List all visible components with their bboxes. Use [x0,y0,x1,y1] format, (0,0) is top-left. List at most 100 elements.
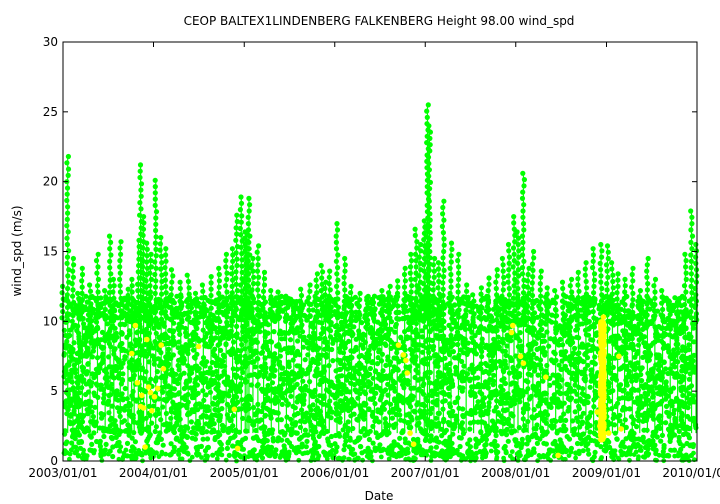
data-point-green [188,419,194,425]
data-point-green [122,348,128,354]
data-point-green [618,443,624,449]
data-point-green [120,397,126,403]
data-point-green [282,390,288,396]
data-point-green [662,387,668,393]
data-point-green [610,322,617,328]
data-point-green [120,371,126,377]
data-point-green [623,436,629,442]
data-point-green [663,396,669,402]
data-point-green [204,414,210,420]
data-point-green [177,349,183,355]
data-point-green [219,422,225,428]
data-point-green [499,360,505,366]
data-point-green [678,328,684,334]
data-point-green [83,399,89,405]
data-point-green [288,393,294,399]
data-point-green [160,442,166,448]
data-point-green [181,357,187,363]
data-point-green [472,323,478,329]
data-point-green [298,386,304,392]
data-point-green [323,354,330,360]
data-point-green [337,381,344,388]
data-point-green [441,325,447,331]
data-point-green [663,366,669,372]
data-point-green [344,355,350,361]
data-point-green [590,343,596,349]
data-point-green [212,435,218,441]
data-point-green [498,383,504,390]
data-point-green [365,431,371,437]
data-point-green [440,399,446,405]
data-point-green [357,366,363,372]
data-point-green [566,436,573,442]
data-point-green [482,379,489,385]
data-point-green [265,376,272,382]
data-point-green [383,362,389,368]
data-point-green [174,435,180,441]
data-point-green [451,426,457,432]
data-point-green [572,409,578,415]
data-point-green [563,417,569,423]
data-point-green [333,401,339,407]
data-point-green [468,390,474,396]
data-point-green [555,342,562,348]
data-point-green [388,401,394,407]
data-point-green [383,321,389,327]
data-point-green [303,444,309,450]
data-point-green [231,339,237,345]
data-point-green [561,423,567,429]
data-point-green [652,442,658,448]
data-point-green [586,325,592,332]
data-point-green [101,391,107,397]
data-point-green [302,427,308,433]
data-point-green [467,326,473,332]
data-point-green [212,353,218,359]
data-point-green [460,430,467,437]
data-point-green [680,392,686,398]
data-point-green [569,375,575,381]
data-point-green [663,380,669,386]
data-point-green [87,433,93,439]
data-point-green [126,427,132,433]
data-point-green [672,333,678,339]
data-point-green [514,384,520,390]
data-point-green [313,429,319,435]
data-point-green [573,327,579,333]
data-point-green [380,368,386,374]
data-point-green [239,397,245,403]
data-point-green [581,439,587,445]
data-point-green [128,341,134,347]
data-point-green [224,322,230,328]
data-point-green [535,372,541,378]
data-point-green [331,392,337,398]
data-point-green [302,357,308,363]
data-point-green [580,419,586,425]
data-point-green [670,370,676,377]
data-point-green [446,369,452,375]
data-point-green [264,438,270,444]
chart-title: CEOP BALTEX1LINDENBERG FALKENBERG Height… [184,14,575,28]
data-point-green [366,436,372,443]
data-point-green [134,420,141,426]
data-point-green [345,419,351,425]
data-point-green [92,404,98,410]
data-point-green [290,346,296,352]
data-point-green [632,354,638,360]
data-point-green [687,354,694,360]
data-point-green [172,392,178,398]
data-point-green [361,365,367,371]
data-point-green [290,357,296,363]
data-point-green [204,319,210,325]
data-point-green [213,335,219,341]
data-point-green [126,432,132,438]
data-point-green [356,437,362,443]
data-point-green [460,406,466,412]
data-point-green [212,406,218,413]
data-point-green [192,380,198,386]
data-point-green [663,420,669,426]
data-point-green [325,346,331,352]
data-point-green [368,343,374,349]
data-point-green [83,336,89,342]
data-point-green [322,339,328,345]
data-point-green [622,417,628,423]
